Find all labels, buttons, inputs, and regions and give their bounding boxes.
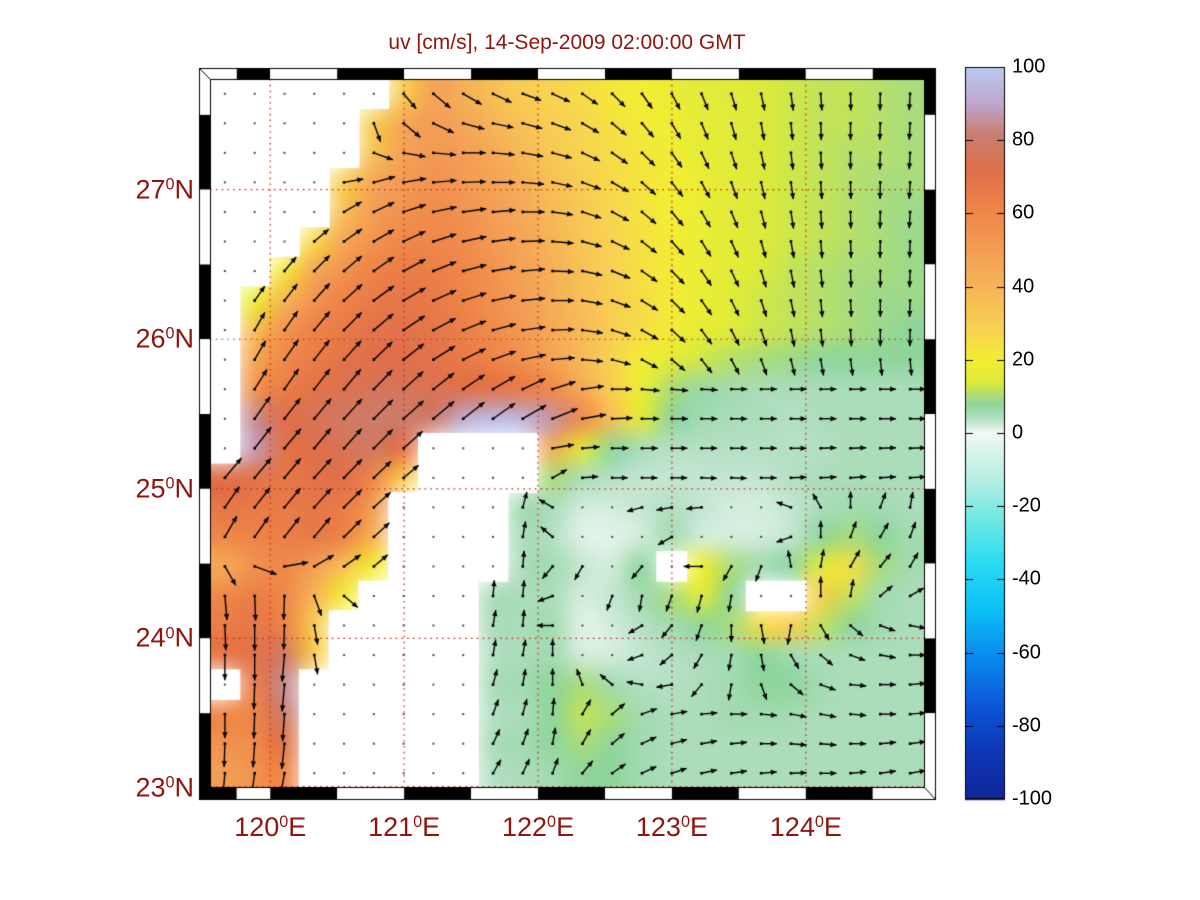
colorbar-tick-label: 60 <box>1012 201 1035 224</box>
x-tick-label: 1240E <box>769 812 842 842</box>
colorbar-tick-label: -80 <box>1012 714 1041 737</box>
y-tick-label: 250N <box>135 473 194 504</box>
colorbar-tick-label: 0 <box>1012 421 1024 444</box>
colorbar-tick-label: 80 <box>1012 128 1035 151</box>
colorbar-tick-label: 100 <box>1012 55 1046 78</box>
colorbar-tick-label: -60 <box>1012 641 1041 664</box>
x-tick-label: 1230E <box>635 812 708 842</box>
y-tick-label: 230N <box>135 772 194 803</box>
colorbar-tick-label: 40 <box>1012 275 1035 298</box>
colorbar-tick-label: 20 <box>1012 348 1035 371</box>
x-tick-label: 1220E <box>501 812 575 842</box>
colorbar-tick-label: -100 <box>1012 787 1053 810</box>
colorbar-tick-label: -40 <box>1012 567 1041 590</box>
y-tick-label: 260N <box>135 323 194 354</box>
y-tick-label: 240N <box>135 622 194 653</box>
x-tick-label: 1200E <box>234 812 307 842</box>
y-tick-label: 270N <box>135 174 194 205</box>
colorbar-tick-label: -20 <box>1012 494 1041 517</box>
plot-title: uv [cm/s], 14-Sep-2009 02:00:00 GMT <box>388 31 746 54</box>
x-tick-label: 1210E <box>368 812 441 842</box>
